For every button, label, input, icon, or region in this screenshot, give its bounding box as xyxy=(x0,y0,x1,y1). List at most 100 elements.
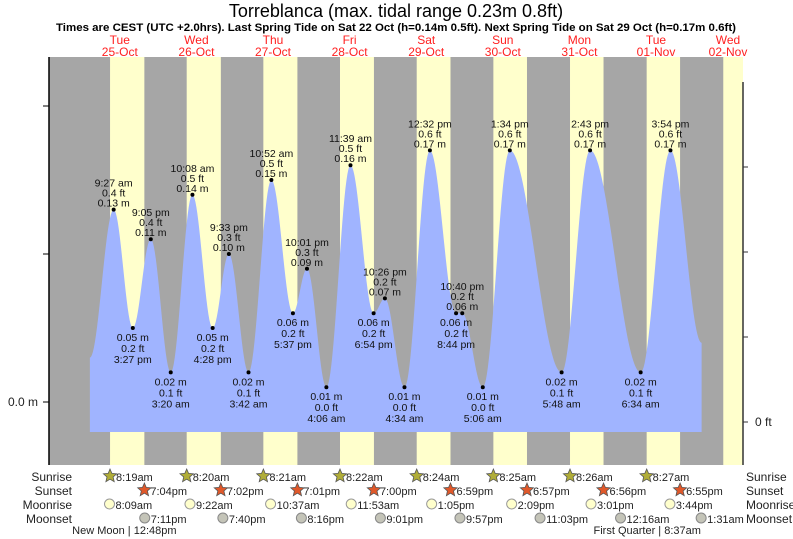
tide-high-time: 10:52 am xyxy=(249,148,293,160)
tide-high-m: 0.17 m xyxy=(574,138,606,150)
sunrise-time: 8:19am xyxy=(116,472,153,484)
sunrise-icon xyxy=(562,467,578,483)
moonset-time: 11:03pm xyxy=(546,514,588,526)
sunset-time: 6:56pm xyxy=(610,486,647,498)
day-label-dow: Thu xyxy=(263,33,284,47)
moonset-time: 7:40pm xyxy=(229,514,266,526)
day-label-dow: Wed xyxy=(716,33,740,47)
chart-subtitle: Times are CEST (UTC +2.0hrs). Last Sprin… xyxy=(56,22,736,34)
tide-low-ft: 0.0 ft xyxy=(315,402,338,414)
sunrise-time: 8:27am xyxy=(653,472,690,484)
tide-high-marker xyxy=(588,148,593,153)
sunset-icon xyxy=(136,481,152,497)
tide-low-m: 0.01 m xyxy=(467,391,499,403)
moonrise-icon xyxy=(104,498,116,510)
sunset-icon xyxy=(289,481,306,497)
tide-high-ft: 0.4 ft xyxy=(102,188,125,200)
tide-low-marker xyxy=(168,370,173,375)
moon-phase-label: New Moon | 12:48pm xyxy=(72,525,176,537)
moonset-icon xyxy=(217,512,229,524)
sunset-icon xyxy=(595,481,612,497)
tide-low-ft: 0.1 ft xyxy=(550,387,573,399)
tide-high-time: 10:01 pm xyxy=(285,237,329,249)
sunrise-row-label-right: Sunrise xyxy=(746,470,787,484)
moonset-time: 9:01pm xyxy=(386,514,423,526)
tide-low-marker xyxy=(130,326,135,330)
day-label-dow: Sat xyxy=(417,33,436,47)
day-label-dow: Tue xyxy=(646,33,667,47)
tide-high-m: 0.09 m xyxy=(291,257,323,269)
tide-high-ft: 0.3 ft xyxy=(295,247,318,259)
moonset-icon xyxy=(534,512,546,524)
moonrise-icon xyxy=(664,498,676,510)
sunset-icon xyxy=(366,481,382,497)
tide-low-ft: 0.1 ft xyxy=(159,387,182,399)
tide-low-marker xyxy=(638,370,643,375)
tide-low-marker xyxy=(371,311,376,316)
tide-low-time: 6:34 am xyxy=(622,398,660,410)
tide-low-time: 5:37 pm xyxy=(274,339,312,351)
tide-low-marker xyxy=(246,370,251,375)
tide-high-ft: 0.5 ft xyxy=(260,158,283,170)
tide-low-m: 0.02 m xyxy=(232,376,264,388)
moonrise-time: 8:09am xyxy=(116,500,153,512)
tide-low-ft: 0.1 ft xyxy=(629,387,652,399)
left-axis-zero-label: 0.0 m xyxy=(8,395,38,409)
tide-high-ft: 0.6 ft xyxy=(659,128,682,140)
daylight-band xyxy=(723,57,743,465)
moonrise-time: 3:01pm xyxy=(597,500,634,512)
sunset-row-label-left: Sunset xyxy=(35,484,73,498)
tide-low-m: 0.06 m xyxy=(358,317,390,329)
sunrise-time: 8:21am xyxy=(269,472,306,484)
tide-low-m: 0.01 m xyxy=(310,391,342,403)
moonrise-row-label-left: Moonrise xyxy=(23,498,73,512)
tide-high-m: 0.11 m xyxy=(135,227,167,239)
day-label-dow: Mon xyxy=(568,33,591,47)
moonrise-time: 11:53am xyxy=(357,500,399,512)
moonset-icon xyxy=(139,512,151,524)
moonrise-time: 3:44pm xyxy=(676,500,713,512)
tide-high-m: 0.16 m xyxy=(334,153,366,165)
tide-area xyxy=(89,150,702,432)
tide-high-marker xyxy=(190,192,195,197)
tide-high-marker xyxy=(269,178,274,182)
moonrise-time: 10:37am xyxy=(277,500,320,512)
moonrise-row-label-right: Moonrise xyxy=(746,498,793,512)
moonset-time: 7:11pm xyxy=(151,514,187,526)
tide-high-m: 0.10 m xyxy=(213,242,245,254)
tide-high-marker xyxy=(382,296,387,301)
tide-low-time: 8:44 pm xyxy=(437,339,475,351)
tide-low-ft: 0.2 ft xyxy=(444,328,467,340)
sunset-icon xyxy=(519,481,535,497)
tide-low-ft: 0.2 ft xyxy=(121,343,144,355)
tide-high-m: 0.15 m xyxy=(255,168,287,180)
tide-low-time: 3:27 pm xyxy=(114,354,152,366)
sunrise-icon xyxy=(639,467,655,483)
tide-low-time: 5:48 am xyxy=(543,398,581,410)
tide-low-m: 0.02 m xyxy=(155,376,187,388)
moonset-icon xyxy=(454,512,466,524)
sunrise-time: 8:20am xyxy=(193,472,230,484)
tide-high-ft: 0.2 ft xyxy=(373,276,396,288)
sunset-time: 6:57pm xyxy=(533,486,570,498)
sunset-time: 7:00pm xyxy=(380,486,417,498)
sunrise-icon xyxy=(102,467,118,483)
tide-high-ft: 0.5 ft xyxy=(339,143,362,155)
sunset-time: 6:55pm xyxy=(686,486,723,498)
tide-high-m: 0.14 m xyxy=(176,183,208,195)
sunset-time: 7:04pm xyxy=(150,486,187,498)
tide-low-ft: 0.1 ft xyxy=(237,387,260,399)
tide-high-time: 3:54 pm xyxy=(651,118,689,130)
tide-high-ft: 0.6 ft xyxy=(498,128,521,140)
sunset-icon xyxy=(442,481,459,497)
tide-low-marker xyxy=(480,385,485,390)
sunrise-time: 8:24am xyxy=(423,472,460,484)
tide-high-marker xyxy=(111,207,116,212)
tide-low-ft: 0.0 ft xyxy=(471,402,494,414)
tide-high-ft: 0.5 ft xyxy=(181,173,204,185)
right-axis-zero-label: 0 ft xyxy=(755,415,772,429)
tide-high-marker xyxy=(148,237,153,242)
sunset-row-label-right: Sunset xyxy=(746,484,784,498)
sunrise-icon xyxy=(332,467,348,483)
